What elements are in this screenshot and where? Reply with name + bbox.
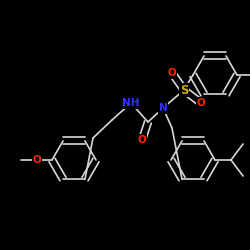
Text: O: O — [168, 68, 176, 78]
Text: N: N — [159, 103, 168, 113]
Text: O: O — [32, 155, 42, 165]
Text: NH: NH — [122, 98, 140, 108]
Text: S: S — [180, 84, 188, 96]
Text: O: O — [138, 135, 146, 145]
Text: O: O — [196, 98, 205, 108]
